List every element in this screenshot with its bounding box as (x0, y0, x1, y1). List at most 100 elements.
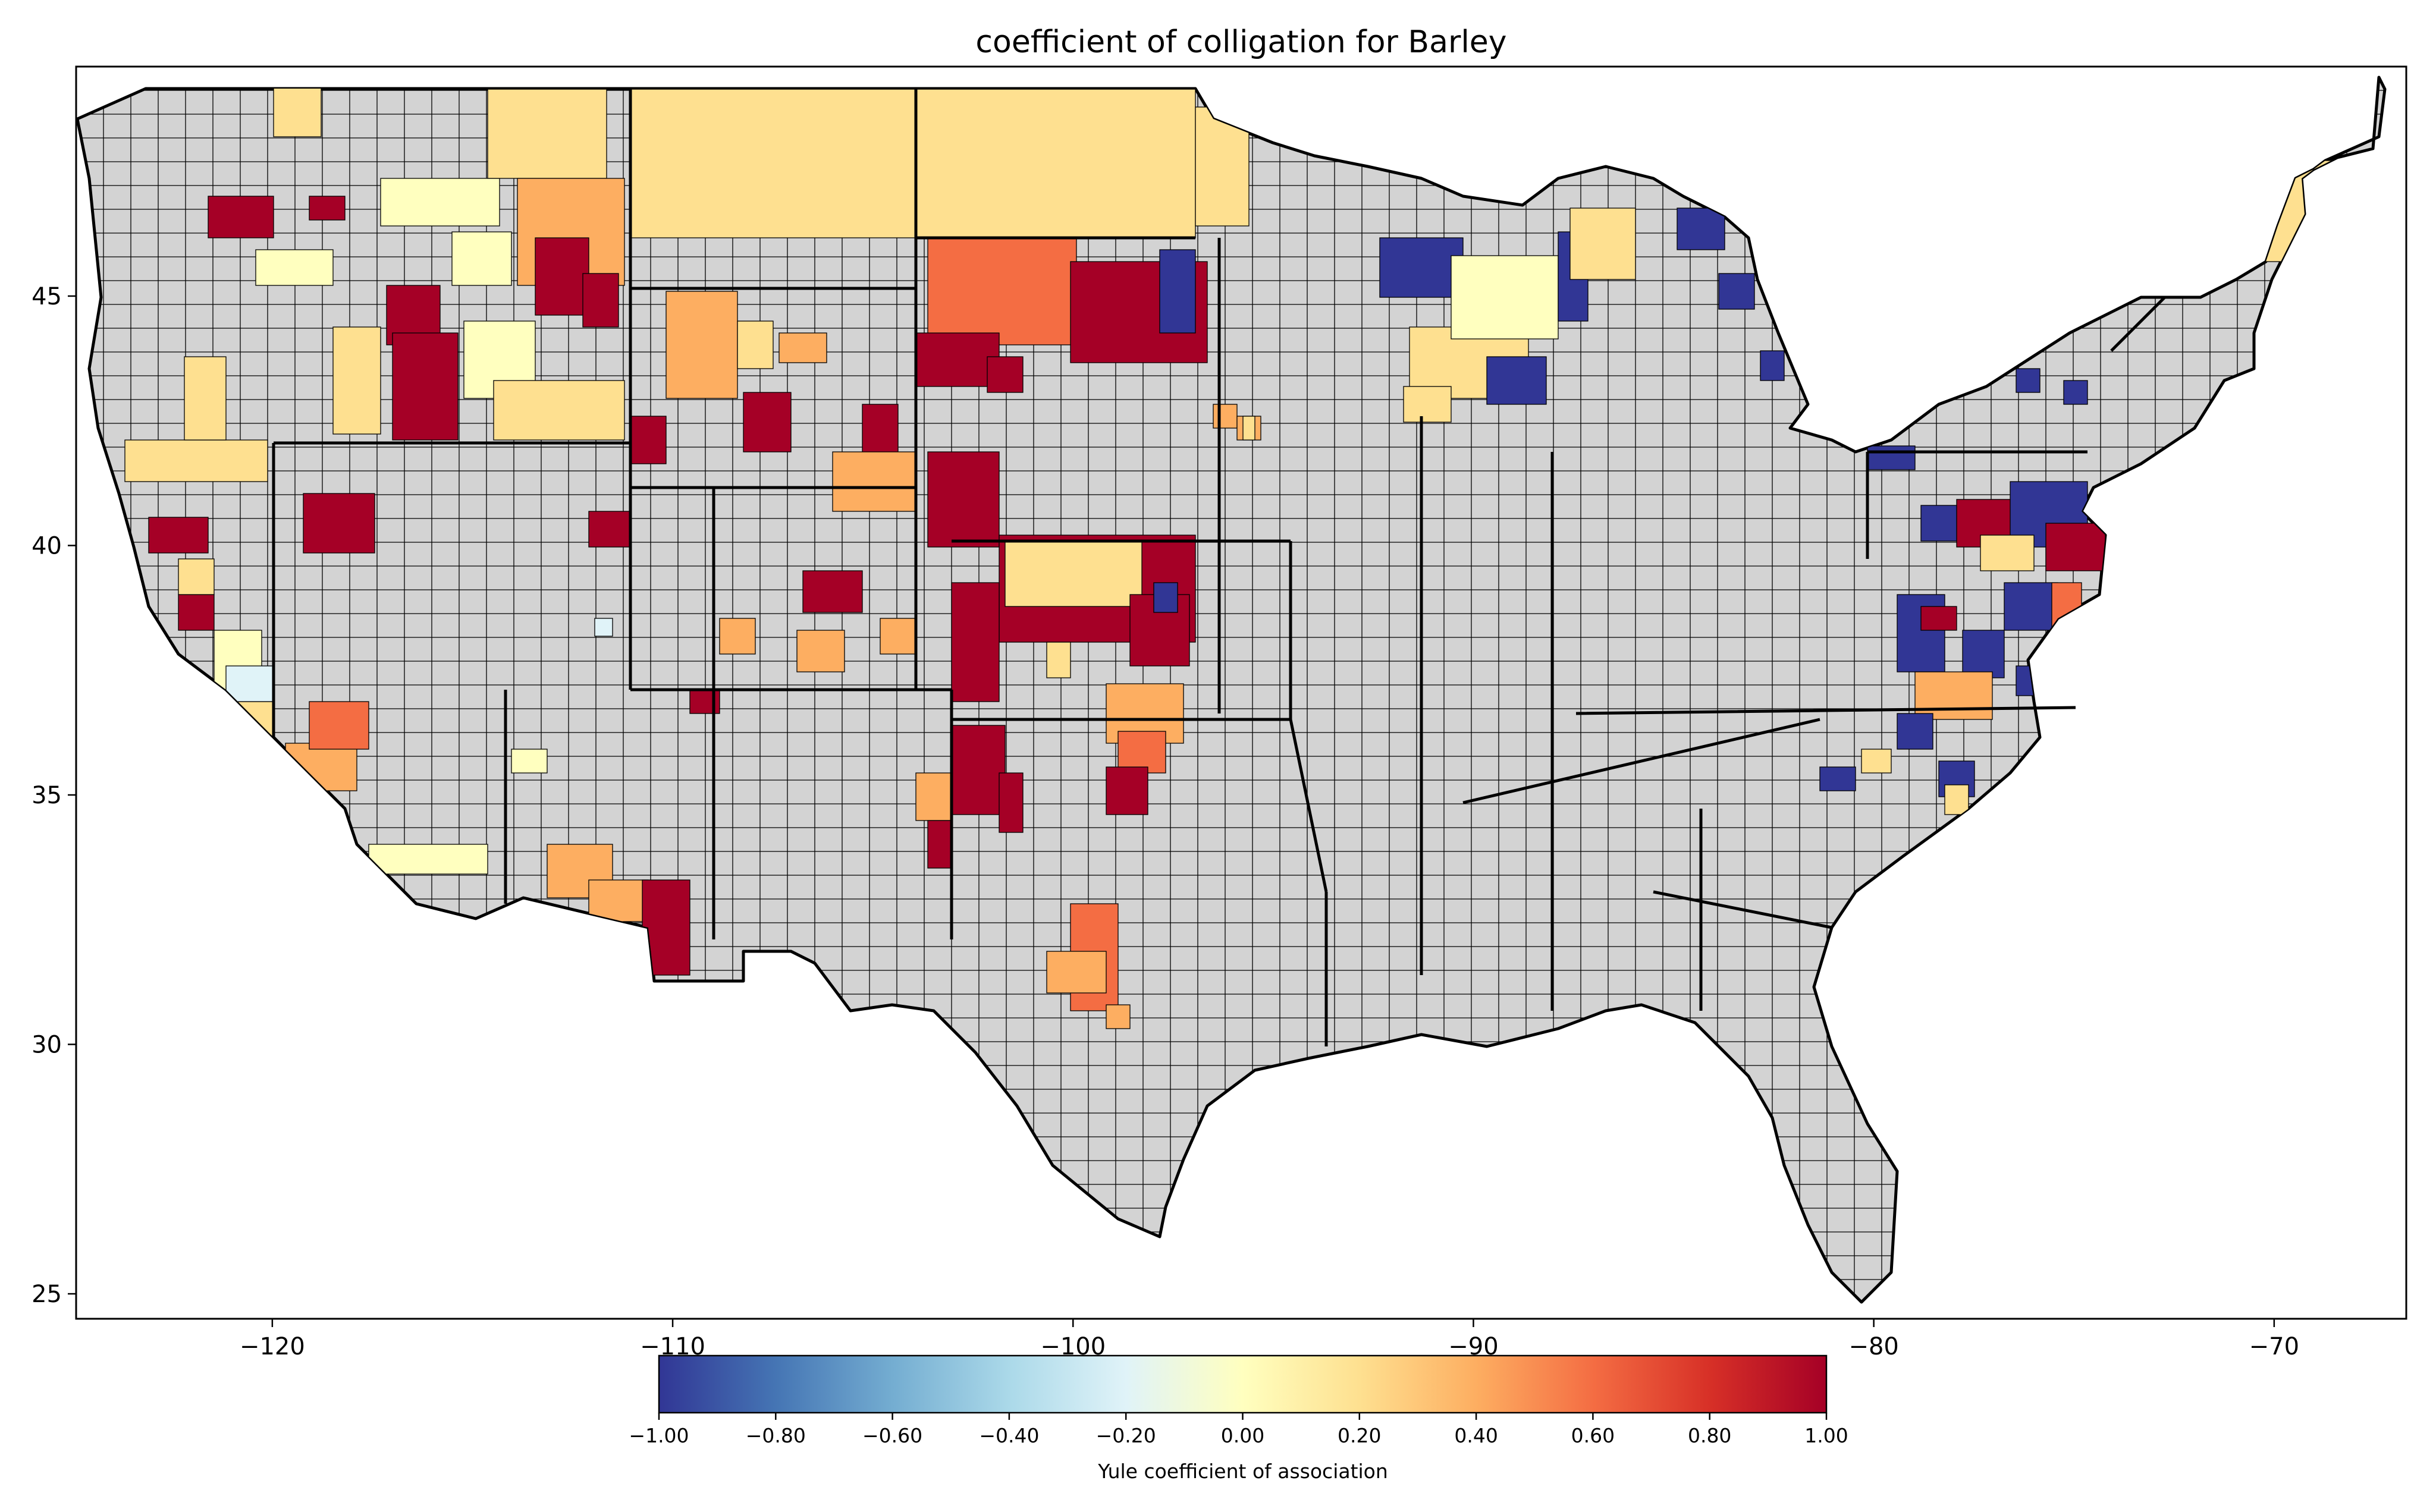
county-fill (915, 772, 952, 821)
county-fill (1242, 416, 1255, 441)
colorbar-gradient (658, 1354, 1828, 1414)
county-fill (796, 630, 845, 672)
county-fill (332, 326, 381, 435)
county-fill (392, 332, 459, 441)
county-fill (303, 493, 375, 554)
county-fill (178, 558, 215, 595)
county-fill (202, 701, 274, 762)
county-fill (1159, 249, 1196, 334)
county-fill (594, 618, 613, 637)
county-fill (368, 844, 488, 875)
county-fill (178, 594, 215, 631)
county-fill (642, 879, 690, 976)
county-fill (1914, 671, 1993, 720)
county-fill (535, 237, 589, 316)
county-fill (1046, 642, 1071, 678)
colorbar: −1.00 −0.80 −0.60 −0.40 −0.20 0.00 0.20 0.40 0.6… (629, 1354, 1848, 1483)
county-fill (493, 380, 625, 441)
county-fill (1926, 374, 1951, 399)
county-fill (2259, 160, 2368, 262)
county-fill (1718, 273, 1755, 310)
county-fill (225, 665, 274, 702)
county-fill (987, 356, 1024, 393)
county-fill (737, 320, 774, 369)
x-axis: −120 −110 −100 −90 −80 −70 (240, 1319, 2299, 1360)
county-fill (1106, 766, 1148, 815)
county-fill (511, 749, 548, 774)
county-fill (255, 249, 334, 286)
county-fill (1819, 766, 1856, 791)
us-landmass (76, 76, 2387, 1304)
colorbar-ticks: −1.00 −0.80 −0.60 −0.40 −0.20 0.00 0.20 0.40 0.6… (629, 1413, 1848, 1447)
colorbar-tick-label: 1.00 (1804, 1424, 1848, 1447)
county-fill (208, 196, 274, 238)
county-fill (2045, 523, 2106, 571)
county-fill (951, 725, 1006, 815)
colorbar-tick-label: −0.80 (746, 1424, 806, 1447)
county-fill (1403, 386, 1452, 423)
colorbar-tick-label: −0.20 (1096, 1424, 1156, 1447)
county-fill (719, 618, 756, 655)
map-title: coefficient of colligation for Barley (975, 24, 1506, 60)
county-fill (1106, 1004, 1131, 1029)
county-fill (309, 196, 346, 221)
county-fill (832, 451, 916, 512)
county-fill (285, 743, 357, 791)
colorbar-tick-label: −0.40 (979, 1424, 1039, 1447)
county-fill (2004, 582, 2058, 631)
county-fill (184, 356, 227, 441)
county-fill (927, 237, 1077, 345)
colorbar-tick-label: 0.60 (1571, 1424, 1615, 1447)
colorbar-tick-label: 0.00 (1221, 1424, 1264, 1447)
county-fill (1004, 540, 1142, 607)
county-fill (2063, 380, 2088, 405)
county-fill (743, 392, 792, 452)
colorbar-tick-label: 0.20 (1338, 1424, 1381, 1447)
county-fill (927, 451, 1000, 548)
y-tick-label: 40 (32, 532, 62, 559)
x-tick-label: −80 (1848, 1333, 1898, 1360)
county-fill (1195, 106, 1250, 227)
county-fill (451, 231, 512, 286)
y-tick-label: 30 (32, 1032, 62, 1059)
county-fill (588, 511, 631, 548)
county-fill (1379, 237, 1464, 298)
county-fill (1677, 208, 1725, 250)
county-fill (630, 89, 916, 238)
county-fill (1920, 606, 1957, 631)
x-tick-label: −120 (240, 1333, 305, 1360)
county-fill (665, 291, 738, 399)
county-fill (915, 89, 1196, 238)
colorbar-tick-label: 0.40 (1454, 1424, 1498, 1447)
county-fill (1486, 356, 1547, 405)
x-tick-label: −70 (2249, 1333, 2299, 1360)
y-tick-label: 25 (32, 1281, 62, 1308)
axes-frame (75, 65, 2407, 1320)
county-fill (1897, 713, 1933, 750)
county-fill (582, 273, 619, 328)
county-fill (802, 570, 863, 613)
colorbar-tick-label: 0.80 (1688, 1424, 1731, 1447)
county-fill (1760, 350, 1785, 381)
county-fill (148, 517, 209, 554)
y-axis: 25 30 35 40 45 (32, 283, 76, 1308)
county-fill (1980, 535, 2035, 571)
county-fill (915, 332, 1000, 387)
y-tick-label: 45 (32, 283, 62, 310)
county-fill (1962, 630, 2005, 678)
county-fill (1867, 445, 1916, 470)
county-fill (778, 332, 827, 363)
county-fill (1861, 749, 1892, 774)
county-fill (380, 178, 500, 227)
county-fill (273, 77, 322, 137)
county-fill (309, 701, 369, 750)
county-fill (1569, 208, 1636, 280)
county-fill (1117, 731, 1166, 774)
county-fill (1451, 255, 1559, 340)
county-fill (927, 820, 952, 869)
y-tick-label: 35 (32, 782, 62, 809)
county-fill (1213, 404, 1238, 429)
county-fill (1046, 951, 1107, 994)
county-fill (999, 772, 1024, 833)
